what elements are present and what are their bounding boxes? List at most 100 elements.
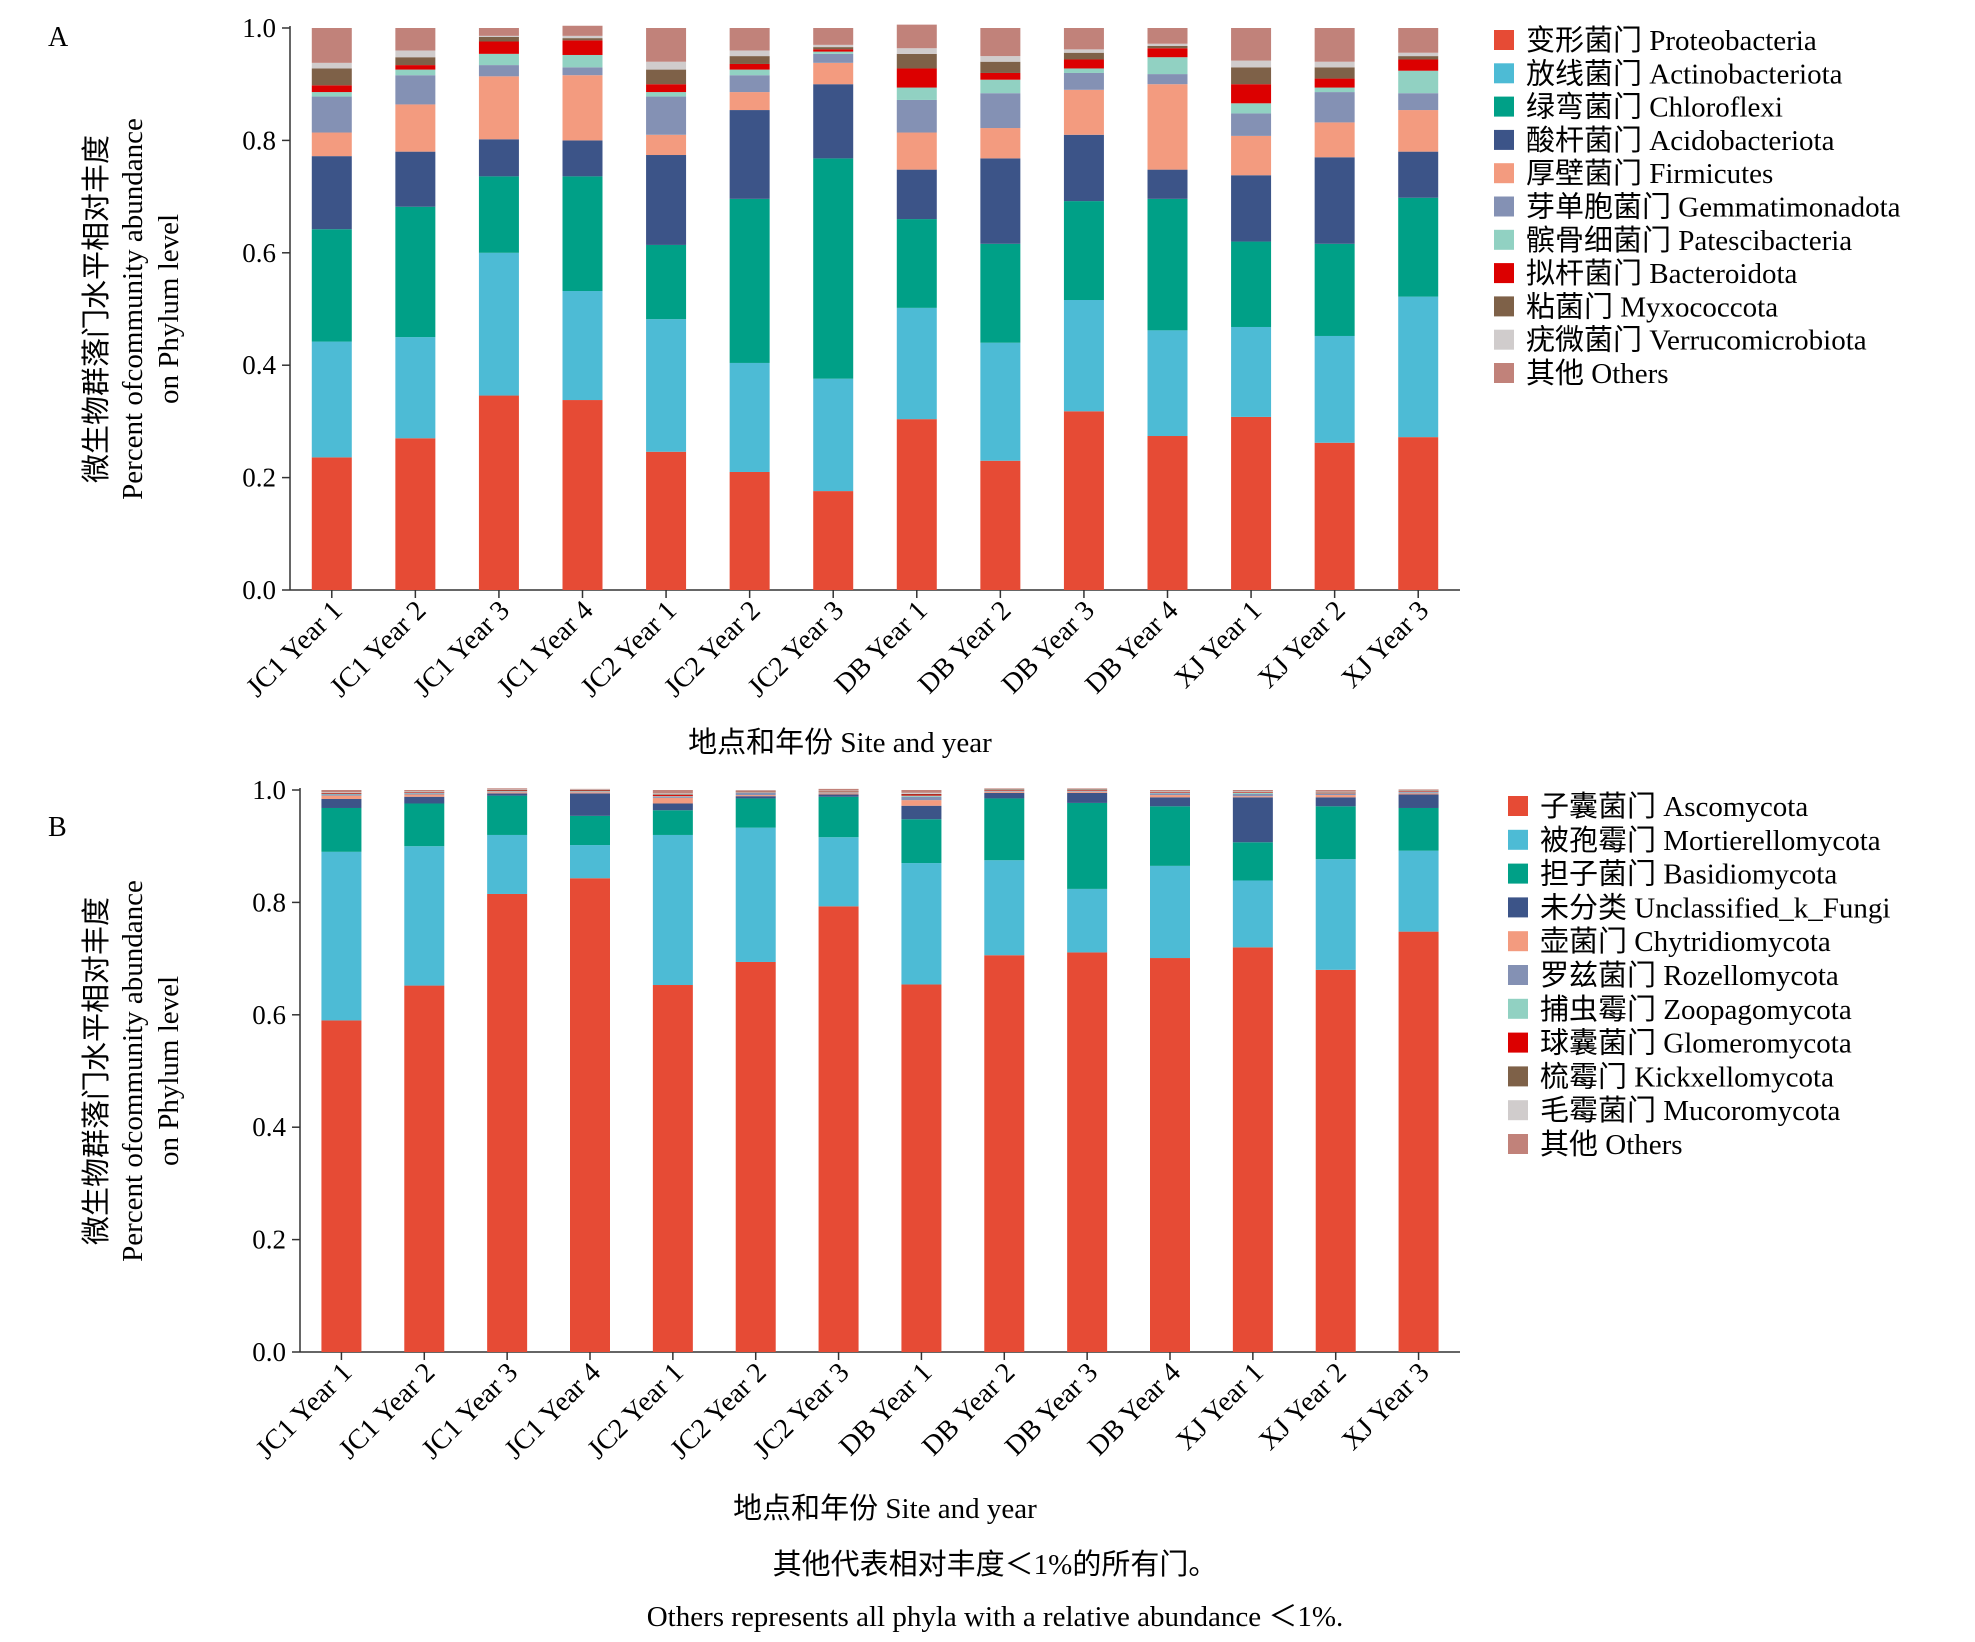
bar-segment — [478, 53, 519, 66]
legend-entry: 粘菌门 Myxococcota — [1526, 290, 1778, 323]
bar-segment — [1147, 45, 1188, 49]
bar-segment — [478, 28, 519, 36]
bar-segment — [478, 395, 519, 590]
bar-segment — [813, 44, 854, 48]
bar-segment — [1398, 59, 1439, 71]
bar-segment — [1067, 802, 1108, 889]
bar-segment — [818, 837, 859, 907]
bar-segment — [311, 68, 352, 86]
bar-segment — [896, 87, 937, 100]
bar-segment — [1150, 865, 1190, 959]
bar-segment — [813, 158, 854, 379]
bar-segment — [1314, 78, 1355, 88]
bar-segment — [404, 792, 445, 793]
legend-entry: 球囊菌门 Glomeromycota — [1540, 1027, 1852, 1060]
bar-segment — [478, 35, 519, 37]
bar-segment — [1150, 797, 1190, 807]
bar-segment — [321, 794, 362, 796]
bar-segment — [1231, 175, 1272, 242]
bar-segment — [1147, 57, 1188, 75]
bar-segment — [984, 791, 1025, 793]
bar-segment — [729, 28, 770, 51]
bar-segment — [1067, 789, 1108, 790]
bar-segment — [646, 84, 687, 93]
bar-segment — [1398, 790, 1439, 791]
bar-segment — [901, 793, 942, 795]
bar-segment — [1315, 791, 1356, 793]
bar-segment — [1398, 93, 1439, 111]
bar-segment — [984, 790, 1025, 792]
bar-segment — [1063, 28, 1104, 50]
bar-segment — [813, 49, 854, 52]
bar-segment — [652, 834, 693, 986]
legend-swatch — [1494, 63, 1514, 84]
bar-segment — [321, 807, 362, 852]
x-tick-label: XJ Year 3 — [1336, 595, 1435, 694]
bar-segment — [1398, 197, 1439, 297]
legend-entry: 髌骨细菌门 Patescibacteria — [1526, 224, 1852, 257]
bar-segment — [487, 791, 528, 793]
bar-segment — [404, 846, 445, 986]
bar-segment — [404, 794, 445, 797]
legend-entry: 变形菌门 Proteobacteria — [1526, 24, 1817, 57]
bar-segment — [487, 791, 528, 792]
bar-segment — [570, 791, 610, 793]
bar-segment — [404, 803, 445, 847]
bar-segment — [652, 790, 693, 794]
bar-segment — [646, 61, 687, 70]
y-tick-label: 0.0 — [242, 575, 276, 605]
y-axis-title: 微生物群落门水平相对丰度 Percent ofcommunity abundanc… — [80, 118, 185, 500]
bar-segment — [984, 798, 1025, 861]
bar-segment — [1398, 151, 1439, 198]
bar-segment — [735, 791, 776, 792]
bar-segment — [1231, 84, 1272, 104]
bar-segment — [404, 791, 445, 793]
legend-entry: 酸杆菌门 Acidobacteriota — [1526, 124, 1835, 157]
y-tick-label: 0.6 — [252, 1000, 286, 1030]
bar-segment — [562, 140, 603, 177]
bar-segment — [652, 793, 693, 795]
y-axis-title-cn: 微生物群落门水平相对丰度 — [80, 897, 113, 1245]
y-tick-label: 0.0 — [252, 1337, 286, 1367]
bar-segment — [652, 796, 693, 797]
y-axis-title-en: Percent ofcommunity abundance — [117, 118, 149, 500]
x-tick-label: XJ Year 3 — [1336, 1357, 1435, 1456]
bar-segment — [896, 99, 937, 133]
legend-swatch — [1508, 796, 1528, 816]
bar-segment — [980, 93, 1021, 129]
legend-swatch — [1508, 1066, 1528, 1087]
bar-segment — [1232, 842, 1273, 881]
bar-segment — [1231, 113, 1272, 136]
bar-segment — [735, 798, 776, 828]
bar-segment — [1067, 790, 1108, 791]
bar-segment — [652, 803, 693, 811]
bar-segment — [896, 219, 937, 308]
bar-segment — [404, 792, 445, 794]
y-axis-title-en: on Phylum level — [153, 976, 185, 1166]
bar-segment — [1147, 169, 1188, 199]
bar-segment — [901, 792, 942, 794]
bar-segment — [1063, 89, 1104, 135]
panel-a: A 0.0 0.2 0.4 0.6 0.8 1.0 微生物群落门水平相对丰度 Percent o… — [48, 13, 1901, 759]
bar-segment — [1398, 790, 1439, 792]
bar-segment — [562, 176, 603, 292]
bar-segment — [729, 110, 770, 199]
bar-segment — [1147, 436, 1188, 590]
bar-segment — [646, 319, 687, 452]
bar-segment — [1150, 792, 1190, 794]
bar-segment — [321, 1020, 362, 1352]
bar-segment — [1231, 67, 1272, 85]
bar-segment — [1150, 806, 1190, 866]
bar-segment — [984, 788, 1025, 789]
bar-segment — [1314, 335, 1355, 443]
legend-entry: 绿弯菌门 Chloroflexi — [1526, 91, 1783, 124]
bar-segment — [321, 851, 362, 1021]
bar-segment — [570, 792, 610, 794]
bar-segment — [1398, 70, 1439, 94]
bar-segment — [487, 793, 528, 796]
bar-segment — [1147, 198, 1188, 331]
bar-segment — [1067, 788, 1108, 790]
bar-segment — [652, 795, 693, 797]
bar-segment — [1231, 28, 1272, 61]
